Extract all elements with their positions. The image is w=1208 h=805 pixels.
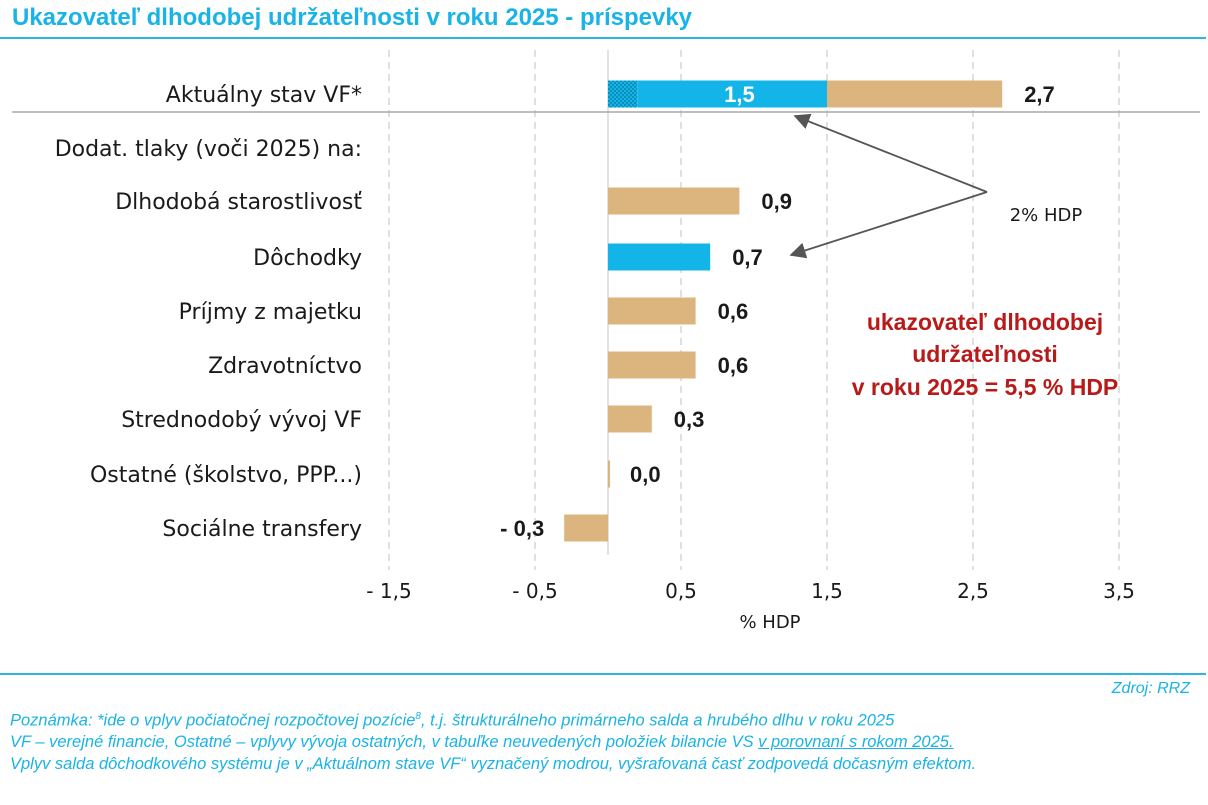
title-divider (0, 37, 1206, 39)
value-label-1: 0,9 (761, 189, 792, 214)
bar-current-state-other (827, 80, 1003, 108)
category-label-4: Zdravotníctvo (208, 354, 362, 379)
category-label-5: Strednodobý vývoj VF (121, 408, 362, 433)
footer-divider (0, 673, 1206, 675)
bar-4 (608, 351, 696, 379)
indicator-line-2: udržateľnosti (912, 341, 1058, 367)
category-label-0: Aktuálny stav VF* (166, 83, 362, 108)
bar-7 (564, 514, 608, 542)
inner-label-pension-part: 1,5 (724, 82, 755, 107)
x-tick-label-0: - 1,5 (366, 579, 411, 603)
category-label-7: Sociálne transfery (162, 517, 362, 542)
footnotes: Poznámka: *ide o vplyv počiatočnej rozpo… (10, 706, 1190, 775)
source-note: Zdroj: RRZ (1111, 680, 1190, 697)
indicator-line-3: v roku 2025 = 5,5 % HDP (852, 374, 1119, 400)
value-labels: 2,7 0,9 0,7 0,6 0,6 0,3 0,0 - 0,3 (500, 82, 1055, 541)
footnote-1: Poznámka: *ide o vplyv počiatočnej rozpo… (10, 711, 895, 730)
category-labels: Aktuálny stav VF* Dlhodobá starostlivosť D… (90, 83, 362, 542)
x-tick-label-1: - 0,5 (512, 579, 557, 603)
bar-5 (608, 405, 652, 433)
category-label-2: Dôchodky (253, 246, 362, 271)
footnote-2: VF – verejné financie, Ostatné – vplyvy … (10, 733, 954, 751)
value-label-5: 0,3 (674, 407, 705, 432)
category-label-1: Dlhodobá starostlivosť (115, 190, 362, 215)
two-percent-annotation: 2% HDP (789, 113, 1083, 259)
x-tick-label-3: 1,5 (811, 579, 843, 603)
two-percent-label: 2% HDP (1010, 205, 1083, 226)
x-tick-label-2: 0,5 (665, 579, 697, 603)
value-label-0: 2,7 (1024, 82, 1055, 107)
bar-chart: 1,5 Aktuálny stav VF* Dlhodobá starostliv… (12, 50, 1200, 633)
indicator-line-1: ukazovateľ dlhodobej (867, 309, 1103, 335)
value-label-7: - 0,3 (500, 516, 544, 541)
group-header-label: Dodat. tlaky (voči 2025) na: (55, 137, 362, 162)
x-axis-ticks: - 1,5 - 0,5 0,5 1,5 2,5 3,5 (366, 579, 1135, 603)
bar-6 (608, 460, 610, 488)
bar-current-state-pension (637, 80, 827, 108)
category-label-6: Ostatné (školstvo, PPP...) (90, 463, 362, 488)
bars: 1,5 (564, 80, 1003, 542)
value-label-6: 0,0 (630, 462, 661, 487)
x-tick-label-5: 3,5 (1103, 579, 1135, 603)
x-axis-label: % HDP (739, 612, 800, 633)
value-label-2: 0,7 (732, 245, 763, 270)
bar-3 (608, 297, 696, 325)
bar-1 (608, 187, 740, 215)
arrow-to-pensions (789, 191, 988, 259)
chart-title: Ukazovateľ dlhodobej udržateľnosti v rok… (12, 4, 693, 31)
bar-current-state-hatched (608, 80, 638, 108)
footnote-3: Vplyv salda dôchodkového systému je v „A… (10, 754, 977, 773)
indicator-annotation: ukazovateľ dlhodobej udržateľnosti v rok… (852, 309, 1119, 400)
footnote-ref: 8 (415, 711, 421, 722)
arrow-to-current-state (793, 113, 988, 193)
category-label-3: Príjmy z majetku (179, 300, 362, 325)
value-label-4: 0,6 (718, 353, 749, 378)
x-tick-label-4: 2,5 (957, 579, 989, 603)
footnote-link: v porovnaní s rokom 2025. (758, 733, 954, 751)
bar-2 (608, 243, 711, 271)
value-label-3: 0,6 (718, 299, 749, 324)
